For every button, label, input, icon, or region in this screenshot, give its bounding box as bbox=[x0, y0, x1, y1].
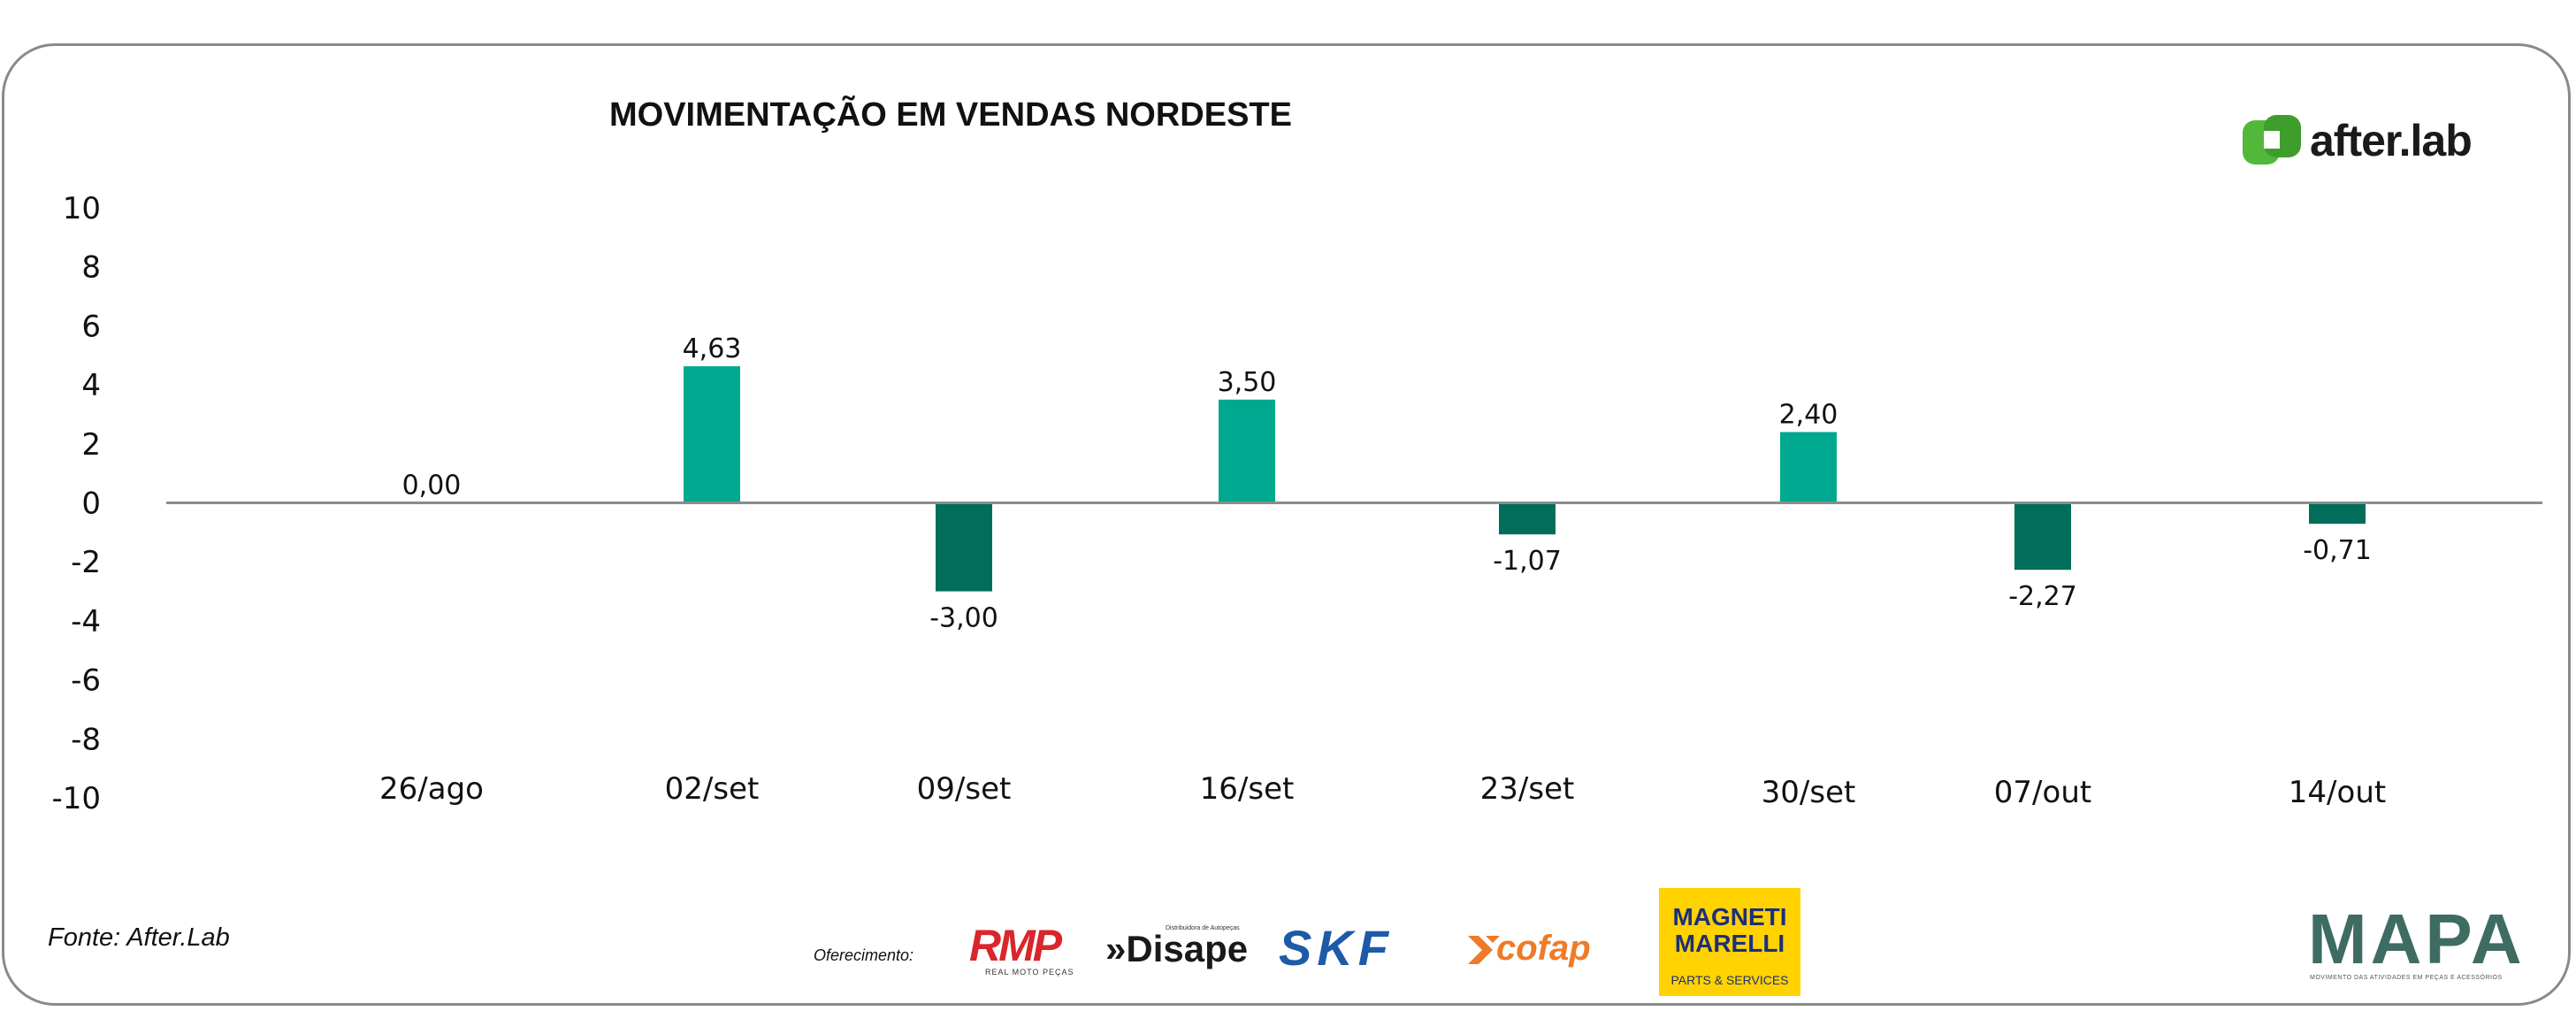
y-tick-label: -10 bbox=[51, 781, 101, 816]
y-tick-label: -8 bbox=[71, 722, 101, 757]
y-tick-label: 8 bbox=[81, 250, 101, 286]
after-lab-logo-icon bbox=[2243, 115, 2301, 165]
category-label: 07/out bbox=[1994, 775, 2091, 810]
data-label: 4,63 bbox=[683, 333, 742, 364]
rmp-logo: RMP REAL MOTO PEÇAS bbox=[969, 921, 1074, 977]
category-label: 14/out bbox=[2289, 775, 2386, 810]
category-label: 26/ago bbox=[379, 771, 484, 807]
data-label: -2,27 bbox=[2008, 581, 2077, 612]
category-label: 16/set bbox=[1200, 771, 1295, 807]
y-axis-ticks: 10 8 6 4 2 0 -2 -4 -6 -8 -10 bbox=[51, 191, 101, 816]
data-label: 3,50 bbox=[1218, 367, 1277, 398]
category-label: 23/set bbox=[1480, 771, 1575, 807]
x-axis-labels: 26/ago 02/set 09/set 16/set 23/set 30/set 07/o… bbox=[379, 771, 2386, 810]
data-label: 0,00 bbox=[402, 471, 462, 502]
category-label: 30/set bbox=[1762, 775, 1856, 810]
category-label: 02/set bbox=[665, 771, 760, 807]
skf-logo: SKF bbox=[1279, 920, 1394, 976]
bar bbox=[1219, 399, 1275, 503]
data-label: -0,71 bbox=[2303, 535, 2372, 566]
y-tick-label: 10 bbox=[63, 191, 101, 226]
chart-title: MOVIMENTAÇÃO EM VENDAS NORDESTE bbox=[609, 95, 1292, 134]
magneti-marelli-logo: MAGNETI MARELLI PARTS & SERVICES bbox=[1659, 888, 1800, 996]
after-lab-logo: after.lab bbox=[2241, 111, 2488, 168]
mapa-logo: MAPA MOVIMENTO DAS ATIVIDADES EM PEÇAS E… bbox=[2308, 900, 2526, 982]
cofap-logo: cofap bbox=[1464, 927, 1632, 971]
data-label: 2,40 bbox=[1779, 399, 1838, 430]
y-tick-label: 2 bbox=[81, 427, 101, 463]
data-labels: 0,00 4,63 -3,00 3,50 -1,07 2,40 -2,27 -0,71 bbox=[402, 333, 2372, 633]
bar bbox=[1499, 502, 1556, 535]
after-lab-wordmark: after.lab bbox=[2310, 116, 2473, 165]
y-tick-label: 0 bbox=[81, 486, 101, 522]
data-label: -1,07 bbox=[1493, 546, 1562, 577]
bar bbox=[2309, 502, 2366, 525]
chevron-right-icon: » bbox=[1105, 928, 1127, 969]
sponsor-caption: Oferecimento: bbox=[814, 946, 914, 964]
data-label: -3,00 bbox=[929, 603, 998, 634]
y-tick-label: -6 bbox=[71, 663, 101, 699]
bar bbox=[1780, 432, 1837, 503]
bar bbox=[2014, 502, 2071, 571]
cofap-mark-icon bbox=[1468, 936, 1500, 964]
y-tick-label: 6 bbox=[81, 309, 101, 344]
category-label: 09/set bbox=[917, 771, 1012, 807]
bar bbox=[936, 502, 992, 592]
y-tick-label: -4 bbox=[71, 604, 101, 640]
y-tick-label: -2 bbox=[71, 545, 101, 580]
disape-logo: Distribuidora de Autopeças »Disape bbox=[1105, 925, 1249, 969]
chart-frame bbox=[2, 43, 2571, 1006]
source-note: Fonte: After.Lab bbox=[48, 923, 230, 952]
y-tick-label: 4 bbox=[81, 368, 101, 403]
bars bbox=[684, 366, 2366, 592]
bar bbox=[684, 366, 740, 503]
